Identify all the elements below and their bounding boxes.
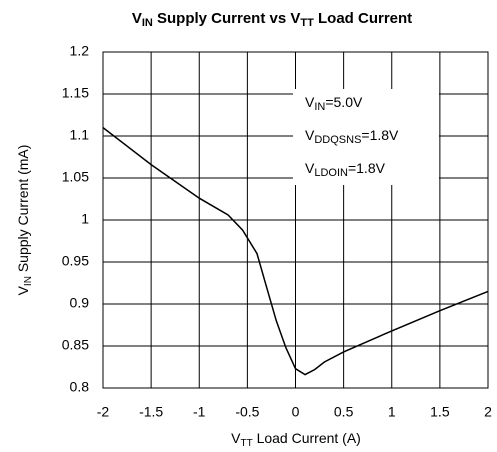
x-tick-label: 1.5 <box>430 404 450 420</box>
x-tick-label: 0.5 <box>334 404 354 420</box>
x-tick-label: -0.5 <box>235 404 259 420</box>
chart-title-part: V <box>132 10 142 27</box>
annotation-part: =1.8V <box>348 160 386 176</box>
y-axis-label: VIN Supply Current (mA) <box>15 145 34 296</box>
y-axis-label-part: IN <box>23 276 34 286</box>
annotation-box <box>293 89 439 185</box>
x-tick-label: 0 <box>292 404 300 420</box>
y-axis-label-part: V <box>15 285 31 295</box>
x-axis-label: VTT Load Current (A) <box>231 430 361 449</box>
x-tick-label: -2 <box>97 404 110 420</box>
annotation-part: =5.0V <box>325 94 363 110</box>
annotation-part: LDOIN <box>314 167 348 179</box>
chart-title-part: Load Current <box>314 10 412 27</box>
y-tick-label: 0.85 <box>62 337 89 353</box>
annotation-part: V <box>305 127 315 143</box>
y-tick-label: 1.05 <box>62 169 89 185</box>
y-tick-label: 1.15 <box>62 85 89 101</box>
x-tick-label: 1 <box>388 404 396 420</box>
annotation: VLDOIN=1.8V <box>305 160 386 179</box>
x-axis-label-part: V <box>231 430 241 446</box>
annotation-part: V <box>305 160 315 176</box>
x-tick-label: -1.5 <box>139 404 163 420</box>
annotation: VIN=5.0V <box>305 94 363 113</box>
x-tick-label: 2 <box>484 404 492 420</box>
y-tick-label: 1 <box>81 211 89 227</box>
x-axis-label-part: TT <box>240 438 252 449</box>
y-tick-label: 0.9 <box>70 295 90 311</box>
annotation-part: V <box>305 94 315 110</box>
y-axis-label-part: Supply Current (mA) <box>15 145 31 276</box>
chart-title-part: Supply Current vs V <box>153 10 301 27</box>
line <box>102 127 489 376</box>
x-tick-label: -1 <box>193 404 206 420</box>
annotation-part: IN <box>314 101 325 113</box>
y-tick-label: 0.8 <box>70 379 90 395</box>
x-axis-label-part: Load Current (A) <box>253 430 361 446</box>
annotation-part: =1.8V <box>361 127 399 143</box>
annotation-part: DDQSNS <box>314 134 361 146</box>
chart-title: VIN Supply Current vs VTT Load Current <box>132 10 412 29</box>
y-tick-label: 1.1 <box>70 127 90 143</box>
annotation: VDDQSNS=1.8V <box>305 127 399 146</box>
chart-title-part: TT <box>300 17 314 29</box>
chart-title-part: IN <box>142 17 153 29</box>
y-tick-label: 0.95 <box>62 253 89 269</box>
y-tick-label: 1.2 <box>70 43 90 59</box>
